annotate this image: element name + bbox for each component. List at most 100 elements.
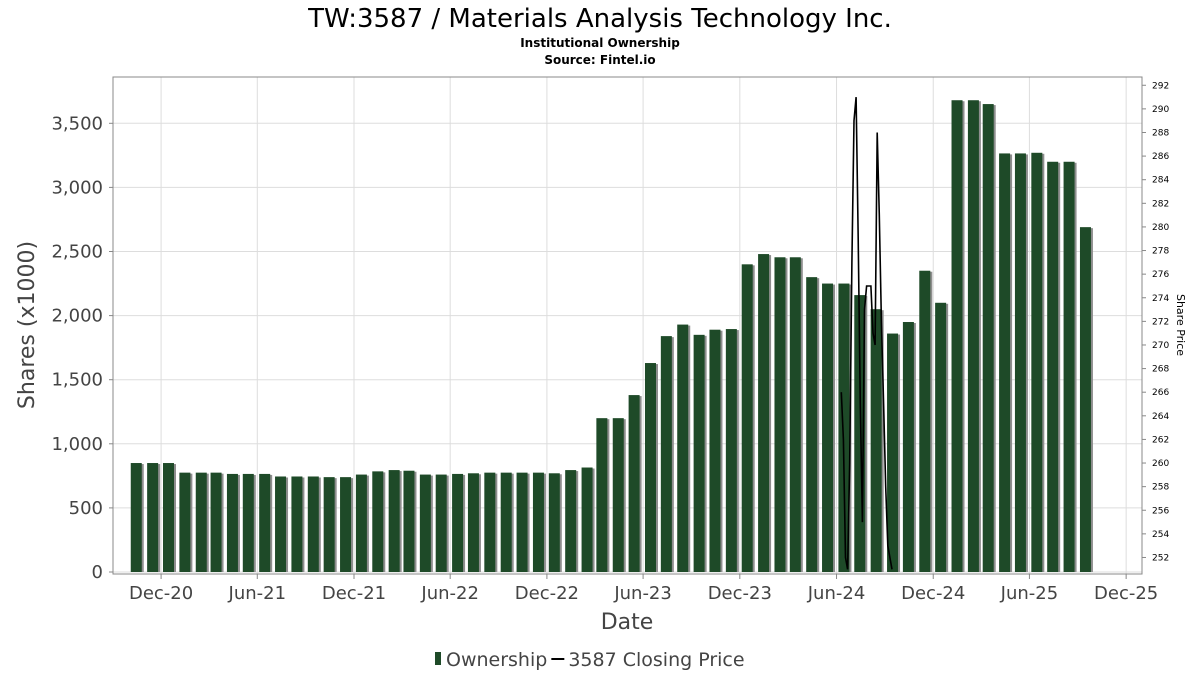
y2-tick-label: 278 xyxy=(1152,247,1169,257)
chart-subtitle: Institutional Ownership xyxy=(520,36,680,50)
y2-tick-label: 262 xyxy=(1152,435,1169,445)
ownership-bar xyxy=(596,418,608,572)
x-tick-label: Jun-22 xyxy=(420,583,479,604)
y2-tick-label: 288 xyxy=(1152,128,1169,138)
ownership-bar xyxy=(741,264,753,572)
left-axis: 0 500 1,000 1,500 2,000 2,500 3,000 3,500 xyxy=(51,113,113,583)
ownership-bar xyxy=(467,473,479,572)
ownership-bars xyxy=(130,100,1093,572)
y-tick-label: 1,000 xyxy=(51,434,103,455)
ownership-bar xyxy=(516,472,528,572)
ownership-bar xyxy=(226,473,238,572)
y2-tick-label: 264 xyxy=(1152,412,1169,422)
chart-source: Source: Fintel.io xyxy=(544,53,655,67)
ownership-bar xyxy=(340,477,352,572)
ownership-bar xyxy=(612,418,624,572)
legend: Ownership 3587 Closing Price xyxy=(435,649,745,671)
y2-tick-label: 280 xyxy=(1152,223,1169,233)
x-tick-label: Dec-25 xyxy=(1094,583,1158,604)
ownership-bar xyxy=(1079,227,1091,572)
ownership-bar xyxy=(403,470,415,572)
y-tick-label: 3,000 xyxy=(51,177,103,198)
y2-tick-label: 282 xyxy=(1152,199,1169,209)
ownership-bar xyxy=(967,100,979,572)
y2-tick-label: 292 xyxy=(1152,81,1169,91)
price-line xyxy=(840,97,893,570)
ownership-bar xyxy=(725,329,737,572)
y2-tick-label: 272 xyxy=(1152,317,1169,327)
ownership-bar xyxy=(982,104,994,572)
ownership-bar xyxy=(774,257,786,572)
legend-label-price: 3587 Closing Price xyxy=(568,649,744,671)
y2-tick-label: 274 xyxy=(1152,294,1169,304)
ownership-bar xyxy=(806,277,818,572)
x-tick-label: Dec-24 xyxy=(901,583,965,604)
ownership-bar xyxy=(179,472,191,572)
ownership-bar xyxy=(870,309,882,572)
y-tick-label: 500 xyxy=(69,498,103,519)
ownership-bar xyxy=(419,474,431,572)
right-axis: 252 254 256 258 260 262 264 266 268 270 272 274 276 2… xyxy=(1142,81,1169,563)
ownership-bar xyxy=(210,472,222,572)
ownership-bar xyxy=(162,463,174,572)
ownership-bar xyxy=(259,473,271,572)
price-line-group xyxy=(840,97,893,570)
grid xyxy=(113,77,1142,574)
ownership-bar xyxy=(822,283,834,572)
ownership-bar xyxy=(388,470,400,572)
x-axis: Dec-20 Jun-21 Dec-21 Jun-22 Dec-22 Jun-23 Dec-… xyxy=(129,574,1158,604)
ownership-bar xyxy=(693,334,705,572)
x-tick-label: Jun-24 xyxy=(807,583,866,604)
ownership-bar xyxy=(1031,152,1043,572)
ownership-bar xyxy=(935,302,947,572)
ownership-bar xyxy=(130,463,142,572)
y-tick-label: 2,500 xyxy=(51,242,103,263)
y2-tick-label: 258 xyxy=(1152,483,1169,493)
y-tick-label: 1,500 xyxy=(51,370,103,391)
ownership-bar xyxy=(919,270,931,572)
y2-tick-label: 290 xyxy=(1152,105,1169,115)
ownership-bar xyxy=(999,153,1011,572)
plot-frame xyxy=(112,76,1143,575)
y2-tick-label: 254 xyxy=(1152,530,1169,540)
ownership-bar xyxy=(275,476,287,572)
y-tick-label: 2,000 xyxy=(51,306,103,327)
y2-tick-label: 270 xyxy=(1152,341,1169,351)
y-tick-label: 3,500 xyxy=(51,113,103,134)
ownership-bar xyxy=(500,472,512,572)
ownership-bar xyxy=(1014,153,1026,572)
ownership-bar xyxy=(323,477,335,572)
ownership-bar xyxy=(838,283,850,572)
ownership-bar xyxy=(628,395,640,572)
ownership-bar xyxy=(677,324,689,572)
ownership-bar xyxy=(789,257,801,572)
y-axis-title: Shares (x1000) xyxy=(15,241,40,409)
chart-title: TW:3587 / Materials Analysis Technology … xyxy=(307,4,892,34)
y2-tick-label: 276 xyxy=(1152,270,1169,280)
ownership-bar xyxy=(660,336,672,572)
x-tick-label: Dec-23 xyxy=(708,583,772,604)
ownership-bar xyxy=(484,472,496,572)
ownership-bar xyxy=(548,473,560,572)
ownership-bar xyxy=(195,472,207,572)
x-tick-label: Jun-21 xyxy=(228,583,287,604)
ownership-bar xyxy=(147,463,159,572)
ownership-bar xyxy=(565,470,577,572)
ownership-bar xyxy=(644,363,656,572)
x-tick-label: Jun-23 xyxy=(613,583,672,604)
ownership-bar xyxy=(291,476,303,572)
legend-label-ownership: Ownership xyxy=(446,649,547,671)
y2-tick-label: 252 xyxy=(1152,553,1169,563)
ownership-bar xyxy=(1063,161,1075,572)
y2-tick-label: 268 xyxy=(1152,365,1169,375)
ownership-bar xyxy=(902,322,914,572)
ownership-bar xyxy=(307,476,319,572)
y2-tick-label: 266 xyxy=(1152,388,1169,398)
x-tick-label: Dec-20 xyxy=(129,583,193,604)
ownership-bar xyxy=(1047,161,1059,572)
ownership-bar xyxy=(355,474,367,572)
ownership-bar xyxy=(372,471,384,572)
legend-swatch-ownership xyxy=(435,652,441,665)
